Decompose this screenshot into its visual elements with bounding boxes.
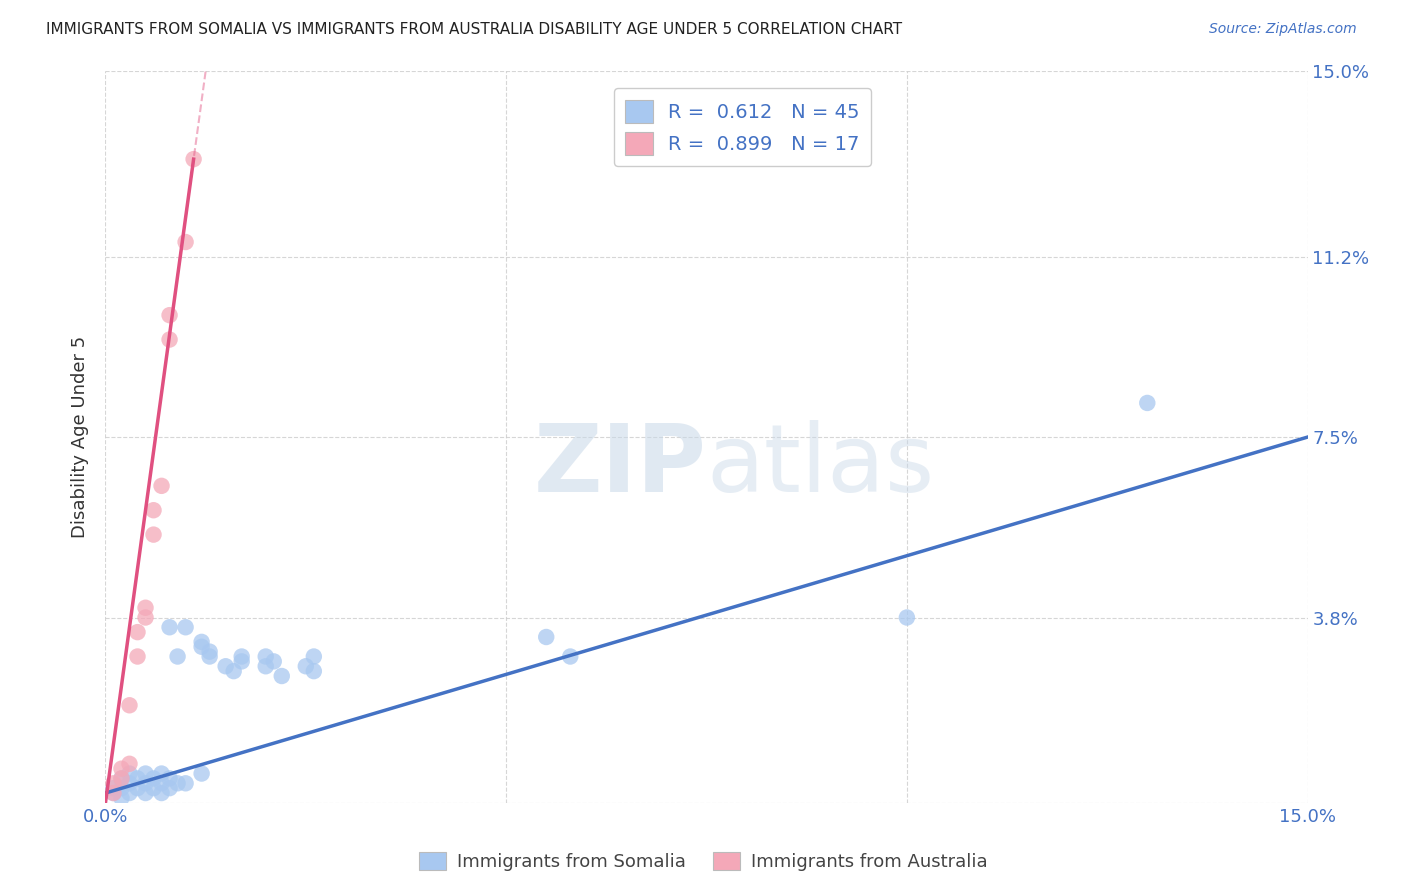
Legend: R =  0.612   N = 45, R =  0.899   N = 17: R = 0.612 N = 45, R = 0.899 N = 17	[614, 88, 872, 167]
Point	[198, 645, 221, 659]
Point	[150, 776, 173, 790]
Point	[150, 479, 173, 493]
Text: Source: ZipAtlas.com: Source: ZipAtlas.com	[1209, 22, 1357, 37]
Point	[198, 649, 221, 664]
Point	[110, 762, 132, 776]
Point	[534, 630, 557, 644]
Point	[135, 600, 157, 615]
Point	[103, 786, 125, 800]
Point	[190, 766, 212, 780]
Point	[159, 333, 181, 347]
Point	[174, 235, 197, 249]
Point	[166, 776, 188, 790]
Text: atlas: atlas	[707, 420, 935, 512]
Point	[150, 786, 173, 800]
Point	[174, 620, 197, 634]
Text: ZIP: ZIP	[534, 420, 707, 512]
Text: IMMIGRANTS FROM SOMALIA VS IMMIGRANTS FROM AUSTRALIA DISABILITY AGE UNDER 5 CORR: IMMIGRANTS FROM SOMALIA VS IMMIGRANTS FR…	[46, 22, 903, 37]
Point	[1136, 396, 1159, 410]
Point	[127, 781, 149, 796]
Point	[214, 659, 236, 673]
Point	[183, 152, 205, 166]
Point	[302, 664, 325, 678]
Point	[142, 527, 165, 541]
Point	[142, 781, 165, 796]
Point	[159, 620, 181, 634]
Point	[159, 772, 181, 786]
Point	[127, 649, 149, 664]
Point	[560, 649, 582, 664]
Point	[159, 781, 181, 796]
Point	[110, 791, 132, 805]
Point	[270, 669, 292, 683]
Point	[103, 781, 125, 796]
Point	[103, 776, 125, 790]
Point	[118, 766, 141, 780]
Point	[302, 649, 325, 664]
Point	[127, 772, 149, 786]
Y-axis label: Disability Age Under 5: Disability Age Under 5	[72, 336, 90, 538]
Point	[142, 503, 165, 517]
Point	[896, 610, 918, 624]
Point	[254, 649, 277, 664]
Point	[103, 786, 125, 800]
Point	[118, 786, 141, 800]
Point	[231, 654, 253, 668]
Point	[110, 772, 132, 786]
Point	[118, 756, 141, 771]
Point	[190, 635, 212, 649]
Point	[263, 654, 285, 668]
Point	[190, 640, 212, 654]
Point	[135, 786, 157, 800]
Point	[174, 776, 197, 790]
Point	[142, 772, 165, 786]
Point	[135, 766, 157, 780]
Point	[118, 776, 141, 790]
Point	[159, 308, 181, 322]
Point	[231, 649, 253, 664]
Point	[222, 664, 245, 678]
Point	[254, 659, 277, 673]
Point	[127, 625, 149, 640]
Point	[135, 776, 157, 790]
Point	[166, 649, 188, 664]
Point	[135, 610, 157, 624]
Point	[110, 772, 132, 786]
Point	[295, 659, 318, 673]
Legend: Immigrants from Somalia, Immigrants from Australia: Immigrants from Somalia, Immigrants from…	[412, 845, 994, 879]
Point	[150, 766, 173, 780]
Point	[118, 698, 141, 713]
Point	[110, 781, 132, 796]
